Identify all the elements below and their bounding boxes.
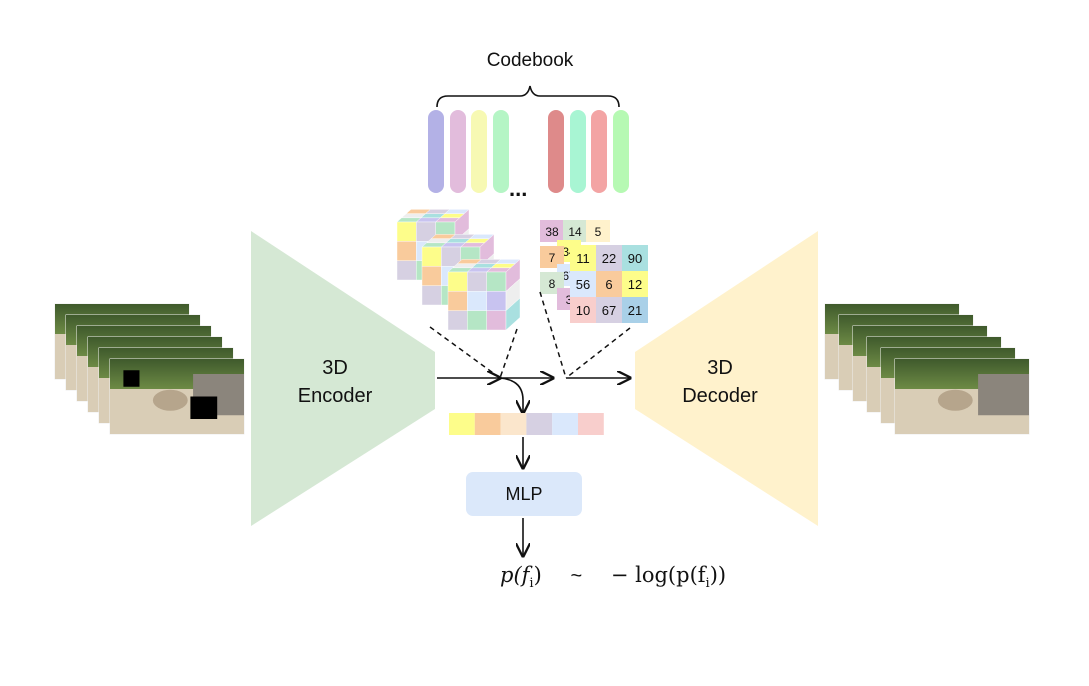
codebook-vectors	[428, 110, 629, 193]
token-cell	[622, 271, 648, 297]
token-cell	[570, 271, 596, 297]
encoder-label-line1: 3D	[322, 357, 348, 379]
formula-right-sub: i	[705, 576, 710, 592]
token-value-back: 5	[595, 225, 602, 239]
codebook-vector	[450, 110, 466, 193]
token-cell	[570, 297, 596, 323]
token-value: 90	[628, 251, 642, 266]
token-value-back: 3	[566, 293, 573, 307]
codebook-vector	[613, 110, 629, 193]
mlp-label: MLP	[505, 483, 543, 504]
encoder-label-line2: Encoder	[297, 385, 373, 407]
token-cell	[622, 297, 648, 323]
codebook-vector	[591, 110, 607, 193]
token-cell	[596, 297, 622, 323]
token-value: 10	[576, 303, 590, 318]
codebook-vector	[493, 110, 509, 193]
token-cell-back	[540, 246, 564, 268]
token-value: 22	[602, 251, 616, 266]
latent-cubes	[396, 208, 521, 331]
token-cell	[570, 245, 596, 271]
token-value-back: 14	[568, 225, 582, 239]
encoder-label: 3D Encoder	[270, 354, 400, 410]
token-value: 6	[605, 277, 612, 292]
latent-cube	[447, 258, 521, 331]
codebook-vector	[428, 110, 444, 193]
feature-cell	[526, 413, 553, 435]
feature-cell	[500, 413, 527, 435]
encoder-shape	[251, 231, 435, 526]
token-value: 67	[602, 303, 616, 318]
codebook-vector	[471, 110, 487, 193]
formula-left-close: )	[533, 563, 542, 587]
video-frame	[894, 358, 1030, 435]
decoder-label-line2: Decoder	[682, 385, 758, 407]
codebook-brace	[436, 85, 620, 108]
codebook-ellipsis: ...	[509, 176, 527, 201]
token-cell	[622, 245, 648, 271]
formula-right-close: ))	[709, 563, 727, 587]
token-value: 21	[628, 303, 642, 318]
loss-formula: p(fi) ~ − log(p(fi))	[500, 563, 760, 593]
mlp-box: MLP	[466, 472, 582, 516]
feature-cell	[474, 413, 501, 435]
token-cell-back	[563, 220, 587, 242]
input-video-frames	[54, 303, 245, 435]
mask-patch	[123, 370, 140, 387]
video-frame	[109, 358, 245, 435]
mask-patch	[190, 396, 218, 419]
token-value-back: 8	[549, 277, 556, 291]
formula-left-sub: i	[529, 576, 534, 592]
codebook-title: Codebook	[486, 50, 574, 71]
token-cell	[596, 271, 622, 297]
token-cell-back	[586, 220, 610, 242]
dashed-connectors	[429, 291, 631, 379]
flow-arrows	[437, 378, 630, 556]
token-value: 11	[576, 251, 590, 266]
token-value: 12	[628, 277, 642, 292]
token-value-back: 38	[545, 225, 559, 239]
codebook-vector	[570, 110, 586, 193]
token-value: 56	[576, 277, 590, 292]
formula-tilde: ~	[570, 565, 583, 587]
token-cell	[596, 245, 622, 271]
formula-right: − log(p(f	[610, 563, 706, 587]
decoder-label: 3D Decoder	[655, 354, 785, 410]
feature-cell	[552, 413, 578, 435]
token-value-back: 7	[549, 251, 556, 265]
decoder-label-line1: 3D	[707, 357, 733, 379]
feature-strip	[449, 413, 604, 435]
token-cell-back	[540, 220, 564, 242]
feature-cell	[578, 413, 604, 435]
output-video-frames	[824, 303, 1030, 435]
feature-cell	[449, 413, 475, 435]
codebook-vector	[548, 110, 564, 193]
decoder-shape	[635, 231, 818, 526]
formula-left: p(f	[500, 563, 530, 587]
